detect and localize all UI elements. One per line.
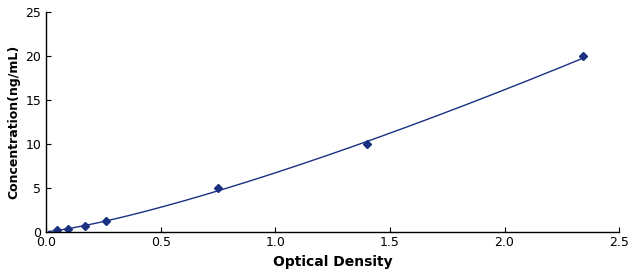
- Y-axis label: Concentration(ng/mL): Concentration(ng/mL): [7, 45, 20, 199]
- X-axis label: Optical Density: Optical Density: [273, 255, 392, 269]
